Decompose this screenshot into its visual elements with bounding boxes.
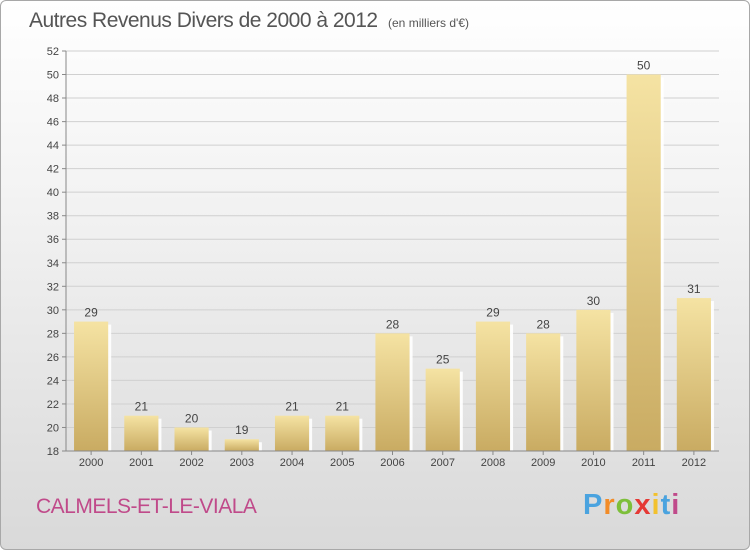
y-tick-label: 46 <box>47 117 59 129</box>
bar-2001 <box>124 415 159 451</box>
data-label-2011: 50 <box>637 59 651 73</box>
data-label-2010: 30 <box>587 294 601 308</box>
chart-title: Autres Revenus Divers de 2000 à 2012 <box>29 9 378 32</box>
logo-letter: o <box>615 489 635 521</box>
y-tick-label: 28 <box>47 328 59 340</box>
data-label-2003: 19 <box>235 423 249 437</box>
data-label-2001: 21 <box>135 400 149 414</box>
data-label-2004: 21 <box>285 400 299 414</box>
y-tick-label: 48 <box>47 93 59 105</box>
x-tick-label: 2000 <box>79 457 103 469</box>
y-tick-label: 22 <box>47 399 59 411</box>
y-tick-label: 44 <box>47 140 59 152</box>
y-tick-label: 26 <box>47 352 59 364</box>
data-labels: 29 21 20 19 21 21 28 25 29 28 30 50 31 <box>84 59 700 438</box>
data-label-2000: 29 <box>84 306 98 320</box>
chart-subtitle: (en milliers d'€) <box>388 16 469 30</box>
y-tick-label: 40 <box>47 187 59 199</box>
x-tick-label: 2003 <box>230 457 254 469</box>
x-tick-label: 2006 <box>380 457 404 469</box>
x-tick-label: 2002 <box>179 457 203 469</box>
y-tick-label: 18 <box>47 446 59 458</box>
y-tick-label: 32 <box>47 281 59 293</box>
location-name: CALMELS-ET-LE-VIALA <box>36 495 257 518</box>
bar-2004 <box>274 415 310 451</box>
x-tick-label: 2010 <box>581 457 605 469</box>
bar-2006 <box>375 333 410 451</box>
y-tick-label: 20 <box>47 422 59 434</box>
axes: 18 20 22 24 26 28 30 32 34 36 38 40 42 44 46 48 50 52 2000… <box>47 46 719 469</box>
data-label-2012: 31 <box>687 282 701 296</box>
bar-2000 <box>74 321 109 451</box>
bar-2002 <box>174 427 209 451</box>
logo-letter: x <box>634 489 652 521</box>
y-tick-label: 52 <box>47 46 59 58</box>
y-tick-label: 34 <box>47 258 59 270</box>
x-tick-label: 2007 <box>430 457 454 469</box>
logo-letter: P <box>583 489 604 521</box>
y-tick-label: 42 <box>47 164 59 176</box>
bar-2009 <box>526 333 561 451</box>
data-label-2002: 20 <box>185 411 199 425</box>
bar-2003 <box>224 439 259 451</box>
bar-2008 <box>475 321 511 451</box>
x-tick-label: 2008 <box>481 457 505 469</box>
proxiti-logo: Proxiti <box>583 489 680 522</box>
y-tick-label: 36 <box>47 234 59 246</box>
bar-2012 <box>676 298 711 451</box>
data-label-2006: 28 <box>386 317 400 331</box>
logo-letter: t <box>660 489 672 521</box>
x-tick-label: 2001 <box>129 457 153 469</box>
data-label-2005: 21 <box>336 400 350 414</box>
y-tick-label: 30 <box>47 305 59 317</box>
logo-letter: i <box>651 489 661 521</box>
x-tick-label: 2004 <box>280 457 304 469</box>
bar-2011 <box>626 74 661 451</box>
data-label-2007: 25 <box>436 353 450 367</box>
data-label-2008: 29 <box>486 306 500 320</box>
bar-2005 <box>325 415 360 451</box>
x-tick-label: 2011 <box>632 457 656 469</box>
x-tick-label: 2005 <box>330 457 354 469</box>
y-tick-label: 38 <box>47 211 59 223</box>
bars <box>74 74 714 451</box>
chart-title-block: Autres Revenus Divers de 2000 à 2012 (en… <box>29 9 469 33</box>
x-tick-label: 2009 <box>531 457 555 469</box>
bar-2007 <box>425 368 460 451</box>
logo-letter: i <box>671 489 681 521</box>
y-tick-label: 24 <box>47 375 59 387</box>
y-tick-label: 50 <box>47 70 59 82</box>
x-tick-label: 2012 <box>682 457 706 469</box>
bar-2010 <box>576 309 611 451</box>
logo-letter: r <box>603 489 616 521</box>
data-label-2009: 28 <box>537 317 551 331</box>
